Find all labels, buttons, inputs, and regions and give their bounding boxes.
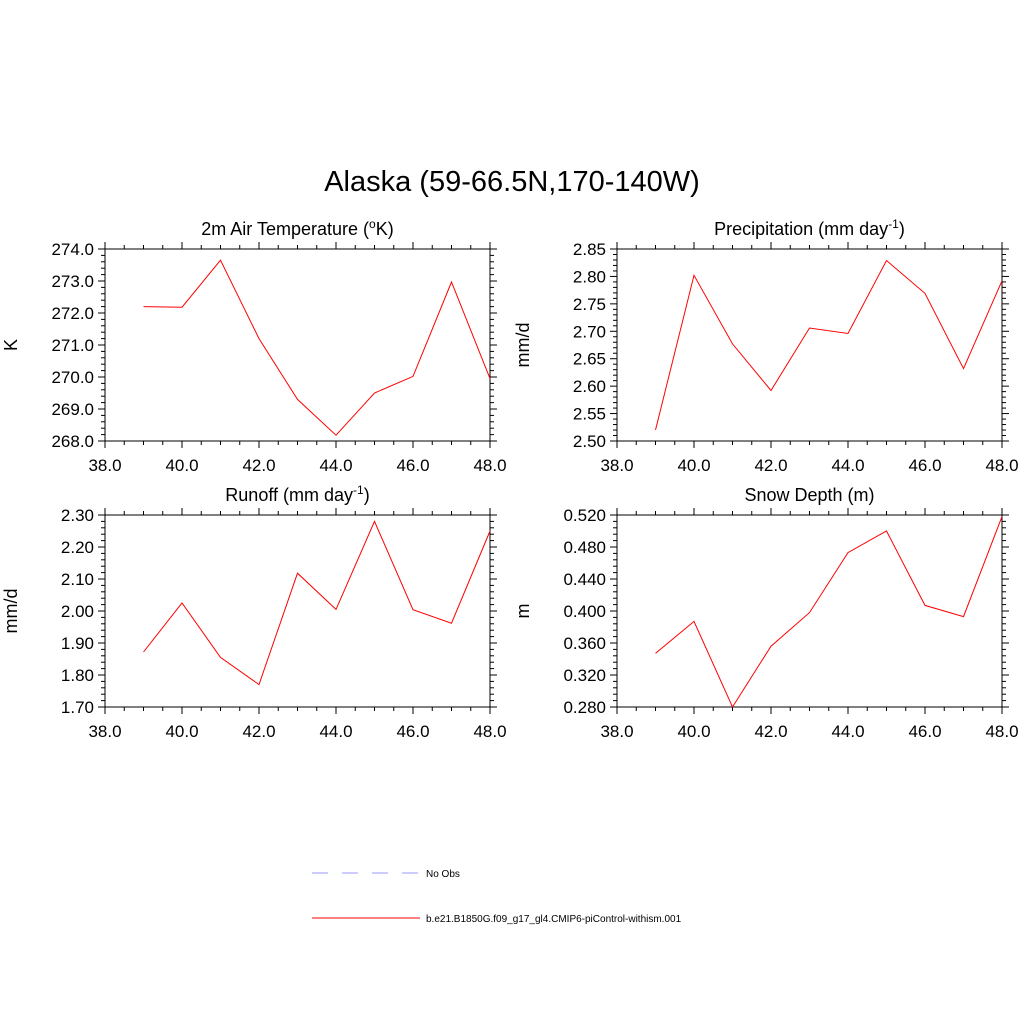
- y-tick-label: 0.520: [563, 506, 606, 525]
- y-tick-label: 2.65: [573, 350, 606, 369]
- plot-frame: [104, 248, 491, 442]
- x-tick-label: 38.0: [600, 456, 633, 475]
- legend-label: b.e21.B1850G.f09_g17_gl4.CMIP6-piControl…: [426, 914, 682, 925]
- y-tick-label: 0.320: [563, 666, 606, 685]
- x-tick-label: 42.0: [242, 722, 275, 741]
- x-tick-label: 48.0: [473, 456, 506, 475]
- x-tick-label: 42.0: [242, 456, 275, 475]
- y-tick-label: 0.440: [563, 570, 606, 589]
- y-tick-label: 268.0: [51, 432, 94, 451]
- x-tick-label: 40.0: [165, 456, 198, 475]
- y-tick-label: 2.70: [573, 322, 606, 341]
- x-tick-label: 38.0: [88, 722, 121, 741]
- plot-frame: [104, 514, 491, 708]
- panel-title: Precipitation (mm day-1): [714, 217, 905, 239]
- x-tick-label: 44.0: [319, 456, 352, 475]
- x-tick-label: 46.0: [908, 722, 941, 741]
- y-tick-label: 0.400: [563, 602, 606, 621]
- panel-title: Snow Depth (m): [744, 485, 874, 505]
- y-tick-label: 2.80: [573, 267, 606, 286]
- y-axis-label: K: [1, 339, 21, 351]
- y-tick-label: 1.80: [61, 666, 94, 685]
- y-tick-label: 271.0: [51, 336, 94, 355]
- y-tick-label: 2.85: [573, 240, 606, 259]
- x-tick-label: 44.0: [319, 722, 352, 741]
- x-tick-label: 48.0: [985, 456, 1018, 475]
- plot-frame: [616, 248, 1003, 442]
- chart-panel-1: 268.0 269.0 270.0 271.0 272.0 273.0 274.0 38.0 4…: [1, 217, 507, 475]
- legend-label: No Obs: [426, 869, 460, 880]
- series-line: [655, 259, 1003, 431]
- y-tick-label: 274.0: [51, 240, 94, 259]
- x-tick-label: 44.0: [831, 722, 864, 741]
- series-line: [143, 259, 491, 436]
- y-tick-label: 2.30: [61, 506, 94, 525]
- x-tick-label: 38.0: [88, 456, 121, 475]
- figure-title: Alaska (59-66.5N,170-140W): [324, 166, 700, 198]
- panel-title: 2m Air Temperature (oK): [201, 217, 393, 239]
- x-tick-label: 48.0: [473, 722, 506, 741]
- x-tick-label: 46.0: [908, 456, 941, 475]
- chart-panel-2: 2.50 2.55 2.60 2.65 2.70 2.75 2.80 2.85 38.0 40.0…: [513, 217, 1019, 475]
- x-tick-label: 42.0: [754, 456, 787, 475]
- y-tick-label: 273.0: [51, 272, 94, 291]
- x-tick-label: 38.0: [600, 722, 633, 741]
- y-tick-label: 0.480: [563, 538, 606, 557]
- x-tick-label: 46.0: [396, 722, 429, 741]
- chart-panel-4: 0.280 0.320 0.360 0.400 0.440 0.480 0.520 38.0 4…: [513, 485, 1019, 741]
- y-tick-label: 1.70: [61, 698, 94, 717]
- x-tick-label: 44.0: [831, 456, 864, 475]
- chart-panel-3: 1.70 1.80 1.90 2.00 2.10 2.20 2.30 38.0 40.0 42.0…: [1, 483, 507, 741]
- y-tick-label: 2.20: [61, 538, 94, 557]
- y-tick-label: 1.90: [61, 634, 94, 653]
- y-tick-label: 2.55: [573, 405, 606, 424]
- y-tick-label: 269.0: [51, 400, 94, 419]
- y-axis-label: mm/d: [513, 323, 533, 368]
- y-tick-label: 270.0: [51, 368, 94, 387]
- x-tick-label: 40.0: [677, 456, 710, 475]
- y-tick-label: 0.360: [563, 634, 606, 653]
- y-tick-label: 2.75: [573, 295, 606, 314]
- x-tick-label: 42.0: [754, 722, 787, 741]
- y-tick-label: 2.10: [61, 570, 94, 589]
- y-tick-label: 272.0: [51, 304, 94, 323]
- x-tick-label: 40.0: [165, 722, 198, 741]
- legend: No Obs b.e21.B1850G.f09_g17_gl4.CMIP6-piC…: [312, 869, 682, 925]
- y-tick-label: 2.50: [573, 432, 606, 451]
- panel-title: Runoff (mm day-1): [225, 483, 369, 505]
- x-tick-label: 48.0: [985, 722, 1018, 741]
- series-line: [143, 520, 491, 686]
- y-axis-label: mm/d: [1, 589, 21, 634]
- series-line: [655, 516, 1003, 709]
- y-tick-label: 2.60: [573, 377, 606, 396]
- x-tick-label: 46.0: [396, 456, 429, 475]
- x-tick-label: 40.0: [677, 722, 710, 741]
- y-tick-label: 0.280: [563, 698, 606, 717]
- y-axis-label: m: [513, 604, 533, 619]
- y-tick-label: 2.00: [61, 602, 94, 621]
